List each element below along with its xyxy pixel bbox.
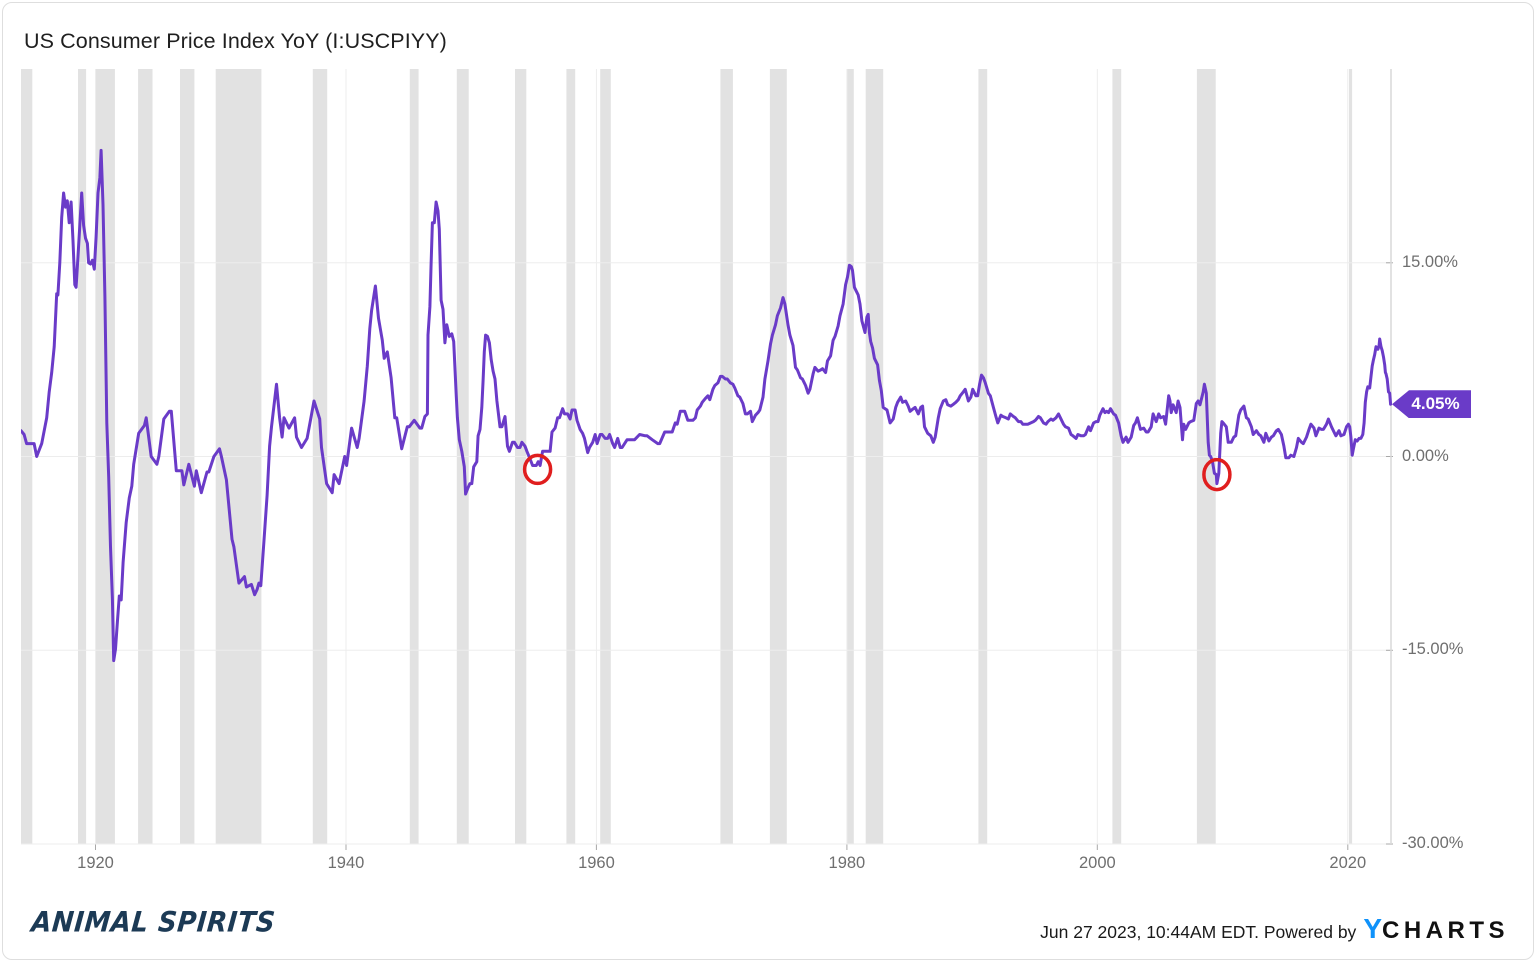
last-value-label: 4.05% bbox=[1411, 394, 1460, 414]
x-axis-label: 1920 bbox=[77, 854, 114, 872]
cpi-chart-svg[interactable] bbox=[21, 69, 1393, 853]
footer-timestamp: Jun 27 2023, 10:44AM EDT. Powered by bbox=[1040, 922, 1357, 942]
last-value-badge: 4.05% bbox=[1392, 390, 1471, 419]
annotation-circle bbox=[522, 453, 553, 486]
x-axis-label: 2020 bbox=[1329, 854, 1367, 872]
footer-stamp: Jun 27 2023, 10:44AM EDT. Powered by Y C… bbox=[1040, 913, 1509, 945]
ycharts-wordmark: CHARTS bbox=[1382, 917, 1509, 944]
y-axis-label: 15.00% bbox=[1402, 252, 1458, 271]
x-axis-label: 1960 bbox=[578, 854, 615, 872]
cpi-yoy-line bbox=[21, 148, 1393, 663]
y-axis-label: -30.00% bbox=[1402, 834, 1464, 853]
plot-area[interactable]: 15.00% 0.00% -15.00% -30.00% 1920 1940 1960 19… bbox=[21, 69, 1521, 872]
chart-title: US Consumer Price Index YoY (I:USCPIYY) bbox=[24, 29, 447, 53]
ycharts-y-icon: Y bbox=[1363, 913, 1382, 944]
x-axis-label: 2000 bbox=[1078, 854, 1116, 872]
x-axis-label: 1980 bbox=[828, 854, 866, 872]
ycharts-logo: Y CHARTS bbox=[1363, 913, 1509, 945]
y-axis-label: 0.00% bbox=[1402, 446, 1449, 465]
animal-spirits-logo: ANIMAL SPIRITS bbox=[30, 906, 277, 939]
annotation-circle bbox=[1202, 457, 1232, 492]
y-axis-label: -15.00% bbox=[1402, 640, 1464, 659]
x-axis-label: 1940 bbox=[327, 854, 365, 872]
